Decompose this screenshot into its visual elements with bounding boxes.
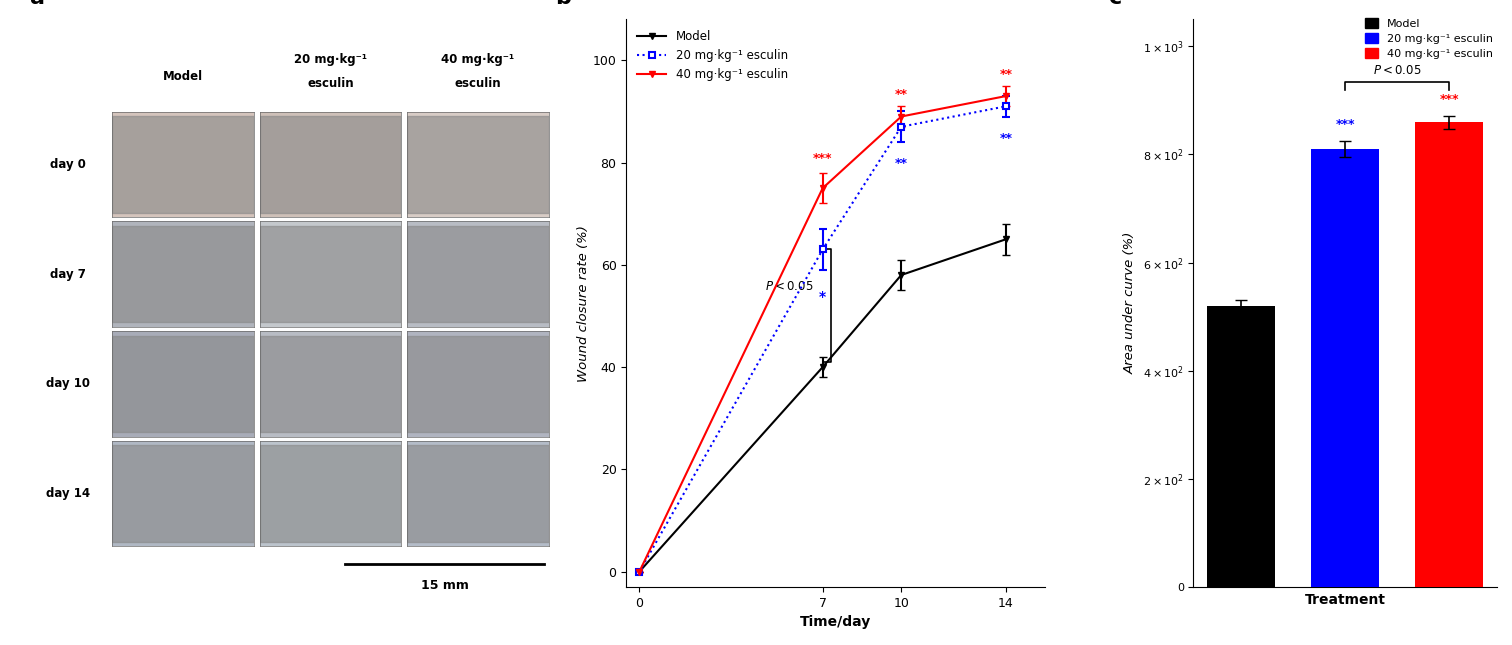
Text: ***: *** — [813, 152, 833, 165]
Y-axis label: Wound closure rate (%): Wound closure rate (%) — [578, 224, 590, 382]
Text: 20 mg·kg⁻¹: 20 mg·kg⁻¹ — [293, 54, 367, 66]
X-axis label: Time/day: Time/day — [800, 615, 871, 630]
Bar — [1415, 122, 1483, 587]
Text: esculin: esculin — [455, 77, 502, 90]
Bar — [1311, 149, 1379, 587]
Legend: Model, 20 mg·kg⁻¹ esculin, 40 mg·kg⁻¹ esculin: Model, 20 mg·kg⁻¹ esculin, 40 mg·kg⁻¹ es… — [632, 25, 792, 86]
Legend: Model, 20 mg·kg⁻¹ esculin, 40 mg·kg⁻¹ esculin: Model, 20 mg·kg⁻¹ esculin, 40 mg·kg⁻¹ es… — [1361, 14, 1497, 64]
Text: **: ** — [999, 68, 1013, 81]
Text: b: b — [555, 0, 572, 8]
Text: **: ** — [895, 88, 907, 101]
Text: *: * — [820, 290, 826, 304]
Text: **: ** — [999, 132, 1013, 145]
Text: c: c — [1108, 0, 1122, 8]
Text: a: a — [30, 0, 45, 8]
Y-axis label: Area under curve (%): Area under curve (%) — [1123, 232, 1137, 374]
Text: day 14: day 14 — [45, 487, 91, 500]
Text: 40 mg·kg⁻¹: 40 mg·kg⁻¹ — [442, 54, 514, 66]
Text: ***: *** — [1439, 93, 1459, 106]
X-axis label: Treatment: Treatment — [1305, 593, 1385, 606]
Text: **: ** — [895, 157, 907, 170]
Text: Model: Model — [163, 70, 203, 83]
Text: $P < 0.05$: $P < 0.05$ — [765, 281, 813, 293]
Text: day 0: day 0 — [50, 158, 86, 171]
Text: 15 mm: 15 mm — [420, 579, 469, 591]
Text: esculin: esculin — [307, 77, 354, 90]
Text: day 7: day 7 — [50, 268, 86, 281]
Text: day 10: day 10 — [45, 377, 91, 390]
Bar — [1207, 306, 1275, 587]
Text: ***: *** — [1335, 118, 1355, 131]
Text: $P<0.05$: $P<0.05$ — [1373, 64, 1421, 77]
